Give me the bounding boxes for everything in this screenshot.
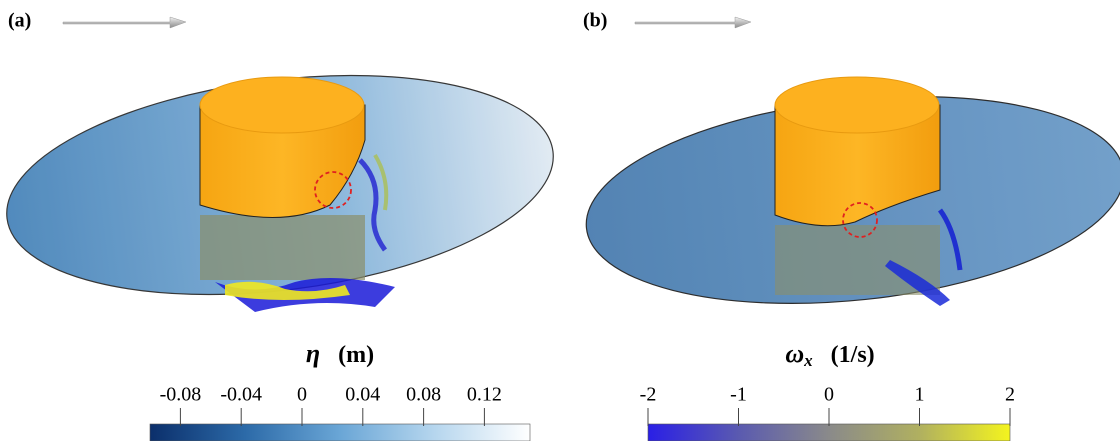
unit: (1/s) (831, 342, 875, 368)
colorbar (648, 424, 1010, 441)
flow-arrow (635, 17, 751, 28)
unit: (m) (338, 342, 374, 368)
colorbar-title: ωx (1/s) (785, 339, 874, 370)
panel-render (0, 17, 566, 323)
x-tick-label: 0 (297, 384, 307, 406)
cylinder-top (200, 77, 364, 133)
figure: (a) η (m) -0.08 -0.04 0 0.04 0.08 0.12 (b) ωx (1/s)… (0, 0, 1120, 441)
panel-label: (a) (8, 10, 31, 32)
x-tick-label: -0.04 (220, 384, 262, 406)
x-tick-label: 0.08 (406, 384, 441, 406)
panel-render (576, 17, 1120, 328)
symbol: ω (785, 339, 804, 368)
symbol: η (306, 339, 320, 368)
x-tick-label: -0.08 (160, 384, 202, 406)
symbol-subscript: x (803, 351, 813, 370)
x-tick-label: 0.12 (467, 384, 502, 406)
cylinder-top (775, 77, 939, 133)
colorbar-title: η (m) (306, 339, 374, 368)
x-tick-label: 2 (1005, 384, 1015, 406)
x-tick-label: 0.04 (345, 384, 380, 406)
submerged-cylinder (200, 215, 365, 280)
x-tick-label: -2 (640, 384, 657, 406)
panel-label: (b) (583, 10, 607, 32)
colorbar (150, 424, 530, 441)
x-tick-label: 1 (915, 384, 925, 406)
flow-arrow (63, 17, 186, 28)
x-tick-label: -1 (730, 384, 747, 406)
x-tick-label: 0 (824, 384, 834, 406)
